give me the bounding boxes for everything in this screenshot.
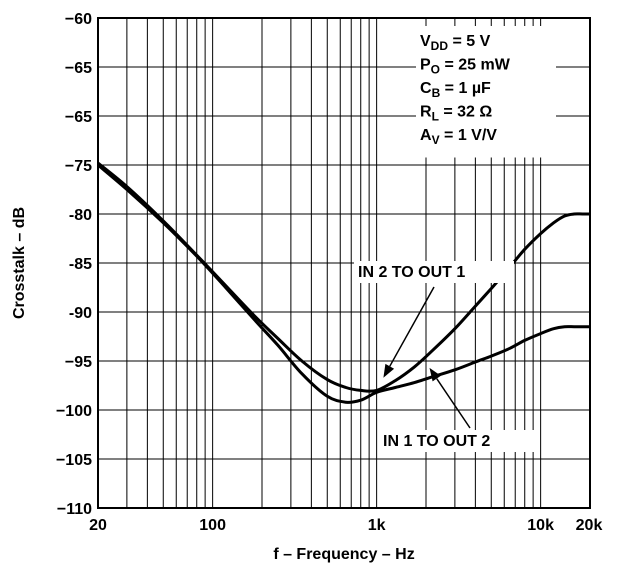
y-tick-label: -90 — [69, 305, 92, 322]
annotation-leader — [436, 378, 471, 429]
parameter-line: RL = 32 Ω — [420, 104, 492, 124]
series-line-in-1-to-out-2 — [97, 163, 590, 404]
y-tick-label: −65 — [65, 60, 92, 77]
parameter-box-background — [416, 26, 556, 158]
y-tick-label: −65 — [65, 109, 92, 126]
x-tick-label: 20 — [89, 517, 107, 534]
x-tick-label: 10k — [527, 517, 554, 534]
parameter-line: VDD = 5 V — [420, 33, 491, 53]
plot-frame — [97, 17, 591, 509]
annotation-label: IN 1 TO OUT 2 — [383, 433, 490, 450]
y-tick-label: -80 — [69, 207, 92, 224]
y-tick-label: −110 — [57, 501, 92, 518]
x-tick-labels: 20 100 1k 10k 20k — [89, 517, 602, 534]
series-line-in-2-to-out-1 — [97, 161, 590, 393]
y-tick-labels: −60 −65 −65 −75 -80 -85 -90 −95 −100 −105 −110 — [56, 11, 92, 518]
y-tick-label: −60 — [65, 11, 92, 28]
y-tick-label: −105 — [56, 452, 92, 469]
annotation-background — [379, 430, 539, 452]
annotation-arrowhead — [429, 367, 441, 382]
y-tick-label: −100 — [56, 403, 92, 420]
parameter-line: CB = 1 µF — [420, 80, 491, 100]
y-tick-label: −95 — [65, 354, 92, 371]
parameter-box: VDD = 5 V PO = 25 mW CB = 1 µF RL = 32 Ω AV … — [416, 26, 556, 158]
y-tick-label: -85 — [69, 256, 92, 273]
annotation-background — [354, 261, 514, 283]
y-axis-title: Crosstalk – dB — [11, 207, 28, 319]
series-group — [97, 161, 590, 404]
x-axis-title: f – Frequency – Hz — [273, 546, 414, 563]
y-tick-label: −75 — [65, 158, 92, 175]
x-tick-label: 100 — [199, 517, 226, 534]
x-tick-label: 20k — [576, 517, 603, 534]
annotations: IN 2 TO OUT 1 IN 1 TO OUT 2 — [354, 261, 539, 452]
annotation-label: IN 2 TO OUT 1 — [358, 264, 465, 281]
x-tick-label: 1k — [368, 517, 386, 534]
annotation-leader — [389, 286, 435, 367]
parameter-line: PO = 25 mW — [420, 57, 511, 77]
parameter-line: AV = 1 V/V — [420, 127, 497, 147]
annotation-arrowhead — [383, 363, 395, 378]
